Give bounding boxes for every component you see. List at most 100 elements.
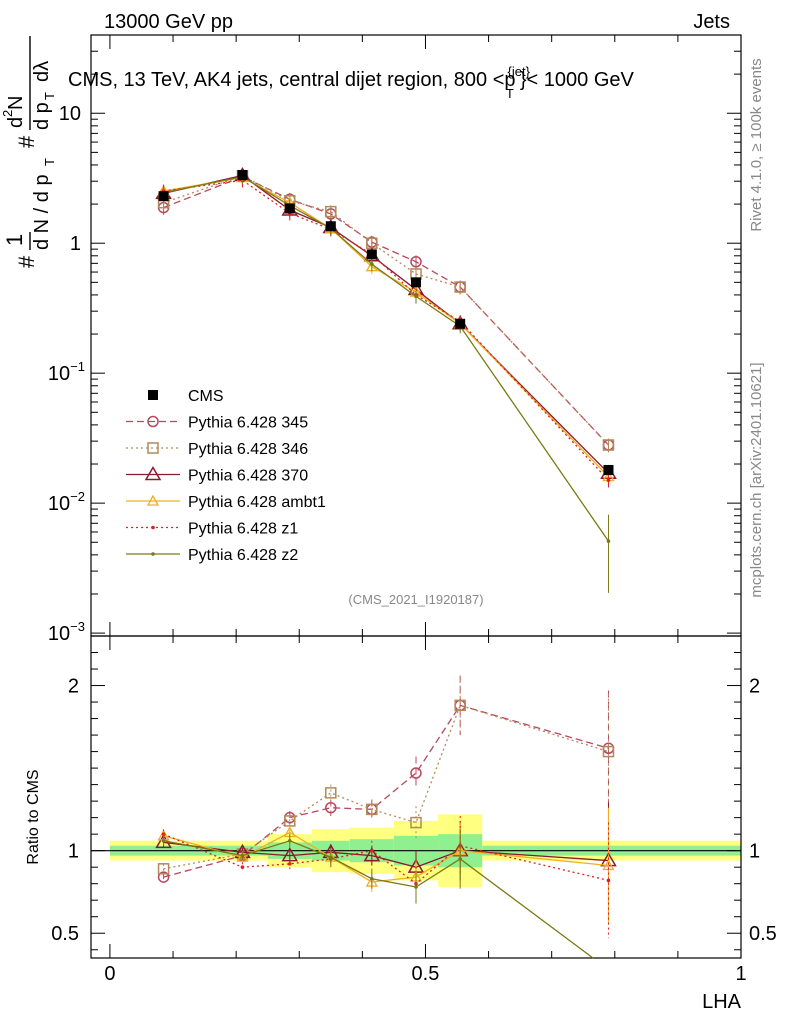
ratio-point [370, 848, 374, 853]
ratio-point [240, 853, 245, 858]
data-point [366, 249, 377, 260]
legend-label: Pythia 6.428 z2 [188, 547, 298, 564]
legend-item-0: CMS [148, 388, 224, 405]
plot-title-main: CMS, 13 TeV, AK4 jets, central dijet reg… [68, 69, 516, 91]
y-label-dpt: d p [31, 102, 53, 130]
main-series-line [163, 179, 609, 481]
y-label-t1: T [42, 158, 57, 166]
main-y-tick-label: 10−3 [48, 619, 85, 645]
ratio-frame [90, 635, 742, 959]
ratio-point [325, 787, 337, 799]
data-point [158, 191, 169, 202]
ratio-point [602, 745, 615, 758]
ratio-y-tick-label-right: 1 [749, 841, 760, 863]
main-y-tick-label: 1 [70, 233, 81, 255]
main-point [606, 539, 611, 543]
legend-marker [151, 525, 155, 530]
legend: CMS Pythia 6.428 345 Pythia 6.428 346 Pythi… [126, 388, 326, 564]
x-axis-label: LHA [702, 991, 742, 1013]
legend-label: Pythia 6.428 370 [188, 468, 308, 485]
main-plot: 10 1 10−1 10−2 10−3 [48, 34, 742, 645]
x-tick-label: 0.5 [412, 963, 440, 985]
ratio-point [157, 863, 170, 875]
header-right: Jets [693, 11, 730, 33]
ratio-point [240, 865, 245, 869]
main-series-2 [155, 166, 617, 481]
data-point [603, 464, 614, 475]
main-series-line [163, 175, 609, 446]
legend-marker [146, 494, 160, 506]
ratio-series-5 [161, 829, 594, 959]
y-label-d2n: d [5, 117, 27, 128]
legend-label: CMS [188, 388, 224, 405]
y-label-t2: T [42, 92, 57, 100]
data-point [237, 169, 248, 180]
legend-label: Pythia 6.428 346 [188, 441, 308, 458]
ratio-plot: 0 0.5 10.5 0.51 12 2 [51, 635, 777, 985]
legend-item-2: Pythia 6.428 346 [126, 441, 308, 458]
main-y-tick-label: 10 [59, 103, 81, 125]
y-label-dn: d N / d p [31, 174, 53, 250]
ratio-point [161, 838, 166, 843]
ratio-y-tick-label-right: 0.5 [749, 923, 777, 945]
legend-marker [144, 466, 162, 481]
plot-title-sub: T [506, 86, 514, 101]
data-point [284, 203, 295, 214]
ratio-point [454, 699, 466, 712]
ratio-point [606, 878, 611, 883]
main-point [325, 205, 337, 218]
legend-item-3: Pythia 6.428 370 [126, 466, 308, 485]
legend-marker [147, 442, 159, 454]
main-series-line [163, 176, 609, 478]
main-series-3 [157, 171, 615, 484]
y-label-n: N [5, 96, 27, 110]
ratio-y-tick-label-right: 2 [749, 676, 760, 698]
ratio-point [236, 850, 249, 862]
main-series-line [163, 175, 609, 446]
ratio-y-label: Ratio to CMS [25, 769, 42, 864]
side-label-mcplots: mcplots.cern.ch [arXiv:2401.10621] [748, 362, 765, 597]
ratio-point [329, 855, 333, 860]
y-label-2: 2 [0, 110, 15, 117]
x-tick-label: 0 [104, 963, 115, 985]
x-tick-label: 1 [735, 963, 746, 985]
ratio-point [370, 876, 374, 881]
legend-item-1: Pythia 6.428 345 [126, 415, 308, 432]
y-label-one: 1 [2, 234, 27, 246]
ratio-point [161, 832, 166, 836]
ratio-point [458, 857, 462, 861]
main-point [606, 478, 611, 483]
ratio-series-line [163, 704, 609, 878]
ratio-y-tick-label: 0.5 [51, 923, 79, 945]
legend-item-4: Pythia 6.428 ambt1 [126, 494, 326, 511]
main-y-label: # 1 d N / d p T # d 2 N d p T dλ [0, 36, 57, 268]
ratio-point [281, 847, 299, 862]
y-label-dl: dλ [31, 61, 53, 82]
ratio-point [366, 803, 378, 816]
ratio-point [410, 816, 422, 829]
data-point [411, 277, 421, 288]
legend-label: Pythia 6.428 z1 [188, 521, 298, 538]
ratio-point [157, 871, 170, 883]
ratio-point [287, 862, 292, 866]
legend-item-6: Pythia 6.428 z2 [126, 547, 298, 564]
main-y-tick-label: 10−2 [48, 489, 85, 515]
main-frame [90, 34, 742, 637]
ratio-point [287, 838, 292, 843]
plot-title: CMS, 13 TeV, AK4 jets, central dijet reg… [68, 64, 635, 101]
ratio-series-line [163, 840, 594, 959]
main-point [410, 256, 422, 268]
ratio-point [325, 801, 337, 814]
ratio-point [410, 767, 422, 779]
ratio-point [414, 885, 418, 889]
y-label-hash2: # [14, 135, 39, 148]
ratio-y-tick-label: 1 [68, 841, 79, 863]
legend-marker [151, 552, 155, 556]
data-point [455, 318, 466, 329]
y-label-hash1: # [14, 255, 39, 268]
main-point [454, 281, 466, 293]
legend-item-5: Pythia 6.428 z1 [126, 521, 298, 538]
ratio-y-tick-label: 2 [68, 676, 79, 698]
main-series-line [163, 175, 610, 542]
